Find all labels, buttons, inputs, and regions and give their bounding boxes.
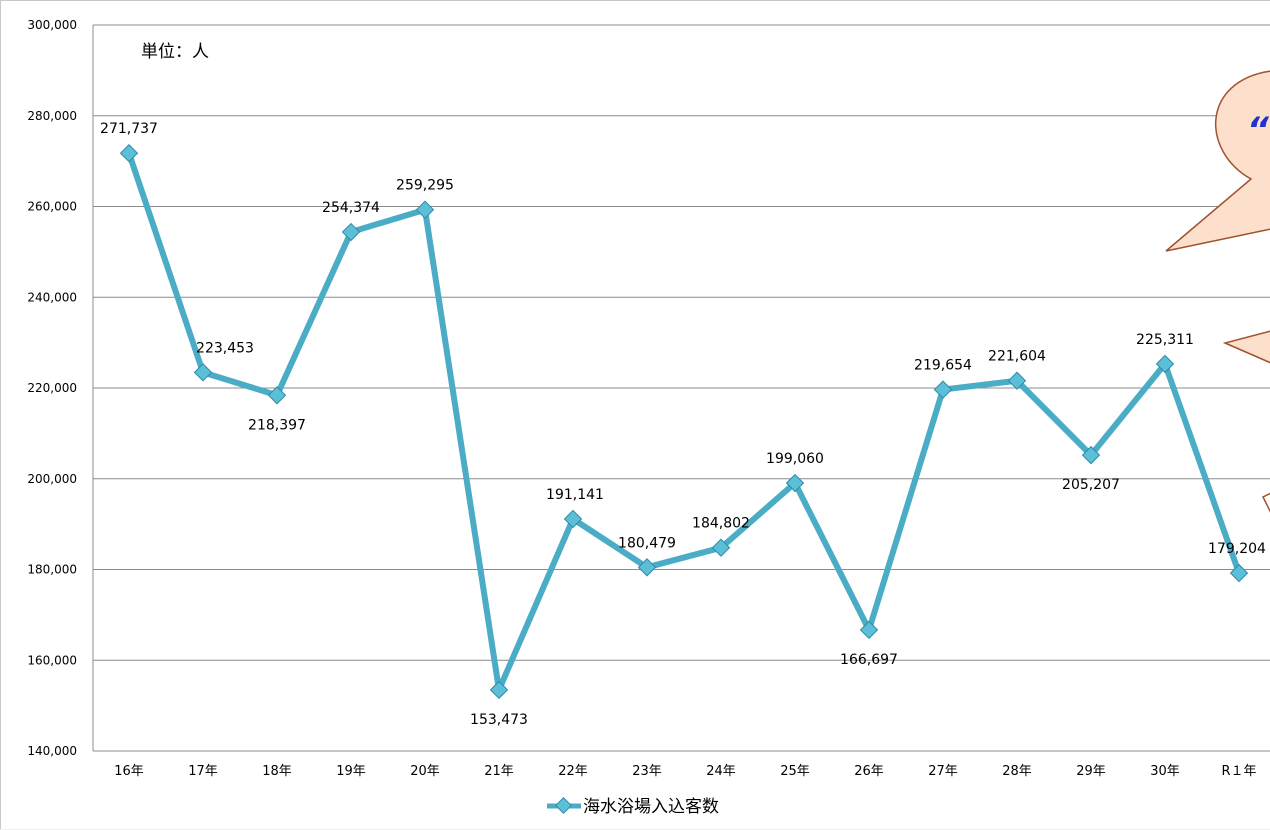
data-label: 205,207 [1062,477,1120,493]
x-tick-label: 30年 [1150,764,1180,779]
y-tick-label: 300,000 [27,18,77,32]
y-tick-label: 260,000 [27,200,77,214]
x-tick-label: 29年 [1076,764,1106,779]
data-label: 191,141 [546,487,604,503]
data-point-marker [491,681,508,698]
data-label: 153,473 [470,712,528,728]
legend-entry-label: 海水浴場入込客数 [583,797,719,817]
unit-label: 単位：人 [141,42,209,62]
x-tick-label: 25年 [780,764,810,779]
data-point-marker [121,145,138,162]
data-label: 166,697 [840,652,898,668]
data-label: 221,604 [988,349,1046,365]
x-tick-label: 27年 [928,764,958,779]
x-tick-label: 19年 [336,764,366,779]
callout-bubble-top: “ [1166,71,1270,251]
data-label: 219,654 [914,358,972,374]
x-tick-label: R１年 [1221,764,1256,779]
data-point-marker [417,201,434,218]
data-label: 179,204 [1208,541,1266,557]
x-tick-label: 20年 [410,764,440,779]
data-label: 218,397 [248,417,306,433]
y-axis-ticks: 140,000 160,000 180,000 200,000 220,000 240,0… [27,18,77,758]
x-tick-label: 28年 [1002,764,1032,779]
x-tick-label: 22年 [558,764,588,779]
data-point-marker [1231,565,1248,582]
callout-text: “ [1247,110,1270,150]
data-label: 184,802 [692,516,750,532]
x-tick-label: 16年 [114,764,144,779]
data-label: 199,060 [766,451,824,467]
x-tick-label: 26年 [854,764,884,779]
data-label: 259,295 [396,178,454,194]
data-label: 223,453 [196,340,254,356]
y-tick-label: 240,000 [27,290,77,304]
x-tick-label: 21年 [484,764,514,779]
x-tick-label: 18年 [262,764,292,779]
legend: 海水浴場入込客数 [547,797,719,817]
legend-marker [556,798,572,814]
y-tick-label: 220,000 [27,381,77,395]
callout-bubble-mid [1225,331,1270,363]
y-tick-label: 160,000 [27,653,77,667]
y-tick-label: 200,000 [27,472,77,486]
data-point-marker [935,381,952,398]
x-tick-label: 24年 [706,764,736,779]
x-tick-label: 23年 [632,764,662,779]
y-tick-label: 180,000 [27,563,77,577]
data-label: 180,479 [618,535,676,551]
data-label: 271,737 [100,121,158,137]
x-axis-ticks: 16年 17年 18年 19年 20年 21年 22年 23年 24年 25年 26年 27年 28年 2… [114,764,1256,779]
y-tick-label: 280,000 [27,109,77,123]
data-label: 225,311 [1136,332,1194,348]
grid-layer [93,25,1270,751]
y-tick-label: 140,000 [27,744,77,758]
callout-bubble-low [1263,493,1270,513]
data-point-marker [195,364,212,381]
data-label: 254,374 [322,200,380,216]
x-tick-label: 17年 [188,764,218,779]
data-labels: 271,737 223,453 218,397 254,374 259,295 153,4… [100,121,1266,728]
